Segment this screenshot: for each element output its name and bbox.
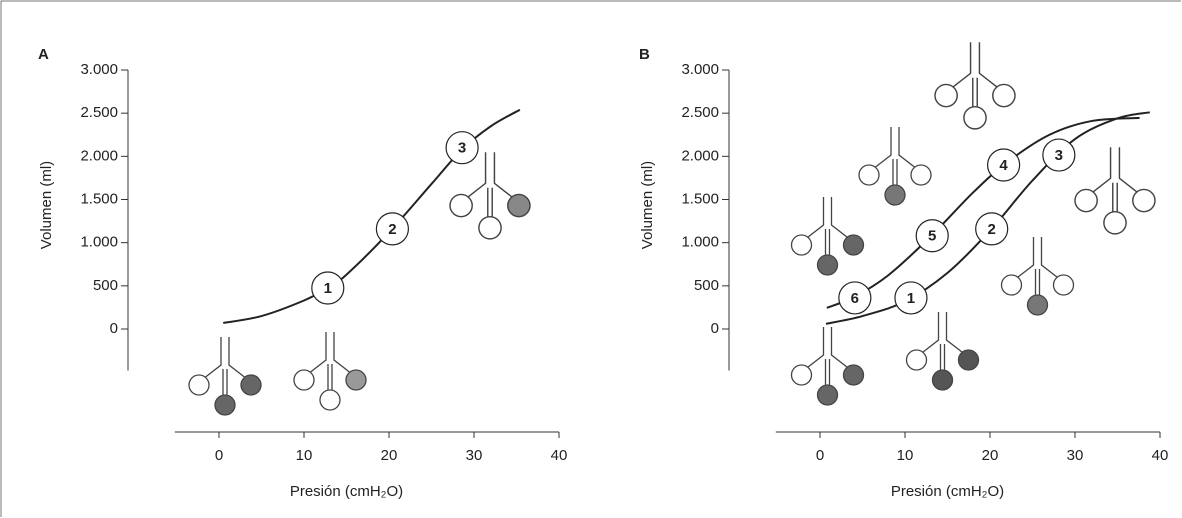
x-axis-label: Presión (cmH₂O) [891,483,1004,500]
x-tick-label: 40 [1152,447,1169,464]
point-marker [894,281,928,315]
point-marker [375,212,409,246]
point-marker [986,148,1021,182]
x-tick-label: 10 [897,447,914,464]
point-label: 4 [999,157,1008,174]
point-label: 3 [1055,147,1063,164]
curve [223,108,521,324]
point-label: 1 [324,280,332,297]
point-marker [975,212,1009,246]
x-tick-label: 20 [982,447,999,464]
x-tick-label: 40 [551,447,568,464]
x-tick-label: 0 [816,447,824,464]
y-axis-label: Volumen (ml) [38,161,55,249]
y-tick-label: 2.500 [80,104,118,121]
y-tick-label: 3.000 [681,61,719,78]
point-marker [445,131,479,165]
point-label: 5 [928,228,936,245]
y-tick-label: 1.500 [80,190,118,207]
y-tick-label: 1.000 [681,234,719,251]
y-tick-label: 2.500 [681,104,719,121]
point-label: 2 [388,221,396,238]
point-marker [838,281,872,315]
y-tick-label: 2.000 [681,147,719,164]
x-tick-label: 0 [215,447,223,464]
y-tick-label: 0 [711,320,719,337]
x-tick-label: 30 [466,447,483,464]
alveoli-icons [188,41,1156,416]
point-marker [311,271,345,305]
x-tick-label: 10 [296,447,313,464]
x-tick-label: 20 [381,447,398,464]
curve [826,116,1140,309]
y-tick-label: 2.000 [80,147,118,164]
point-label: 1 [907,290,915,307]
y-tick-label: 500 [93,277,118,294]
point-label: 2 [988,221,996,238]
x-axis-label: Presión (cmH₂O) [290,483,403,500]
y-tick-label: 1.000 [80,234,118,251]
y-tick-label: 0 [110,320,118,337]
y-tick-label: 3.000 [80,61,118,78]
point-label: 6 [851,290,859,307]
point-marker [915,219,949,253]
point-label: 3 [458,140,466,157]
point-marker [1042,138,1076,172]
y-axis-label: Volumen (ml) [639,161,656,249]
x-tick-label: 30 [1067,447,1084,464]
panel-label: B [639,46,650,63]
y-tick-label: 500 [694,277,719,294]
panel-label: A [38,46,49,63]
y-tick-label: 1.500 [681,190,719,207]
